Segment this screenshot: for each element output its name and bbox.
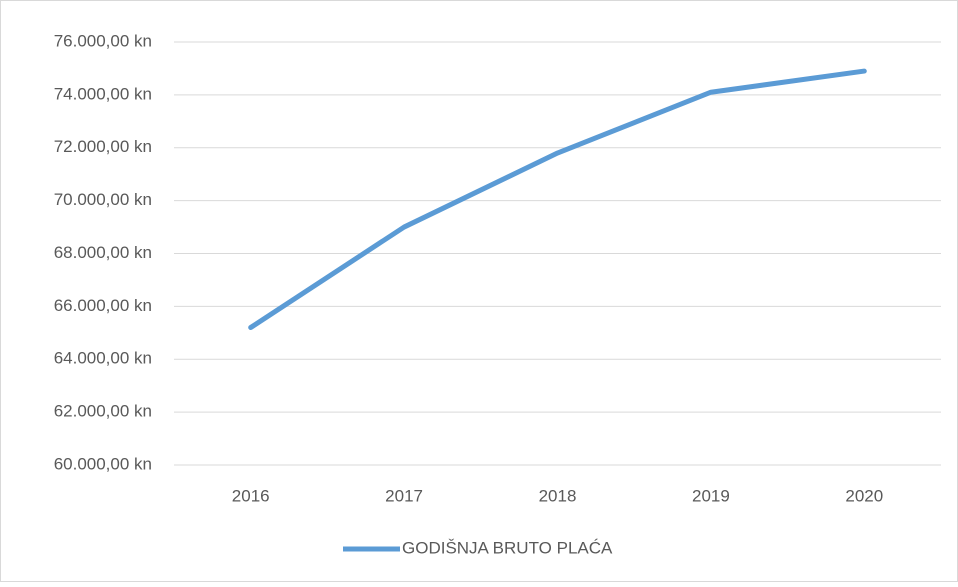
y-tick-label: 60.000,00 kn — [54, 454, 152, 473]
x-tick-label: 2020 — [845, 486, 883, 505]
y-tick-label: 74.000,00 kn — [54, 84, 152, 103]
y-tick-label: 64.000,00 kn — [54, 349, 152, 368]
x-tick-label: 2017 — [385, 486, 423, 505]
y-tick-label: 62.000,00 kn — [54, 402, 152, 421]
y-tick-label: 66.000,00 kn — [54, 296, 152, 315]
y-tick-label: 76.000,00 kn — [54, 31, 152, 50]
legend-label: GODIŠNJA BRUTO PLAĆA — [402, 538, 613, 557]
y-tick-label: 70.000,00 kn — [54, 190, 152, 209]
y-tick-label: 72.000,00 kn — [54, 137, 152, 156]
x-tick-label: 2016 — [232, 486, 270, 505]
x-tick-label: 2019 — [692, 486, 730, 505]
y-tick-label: 68.000,00 kn — [54, 243, 152, 262]
data-line — [248, 68, 867, 331]
x-tick-label: 2018 — [539, 486, 577, 505]
